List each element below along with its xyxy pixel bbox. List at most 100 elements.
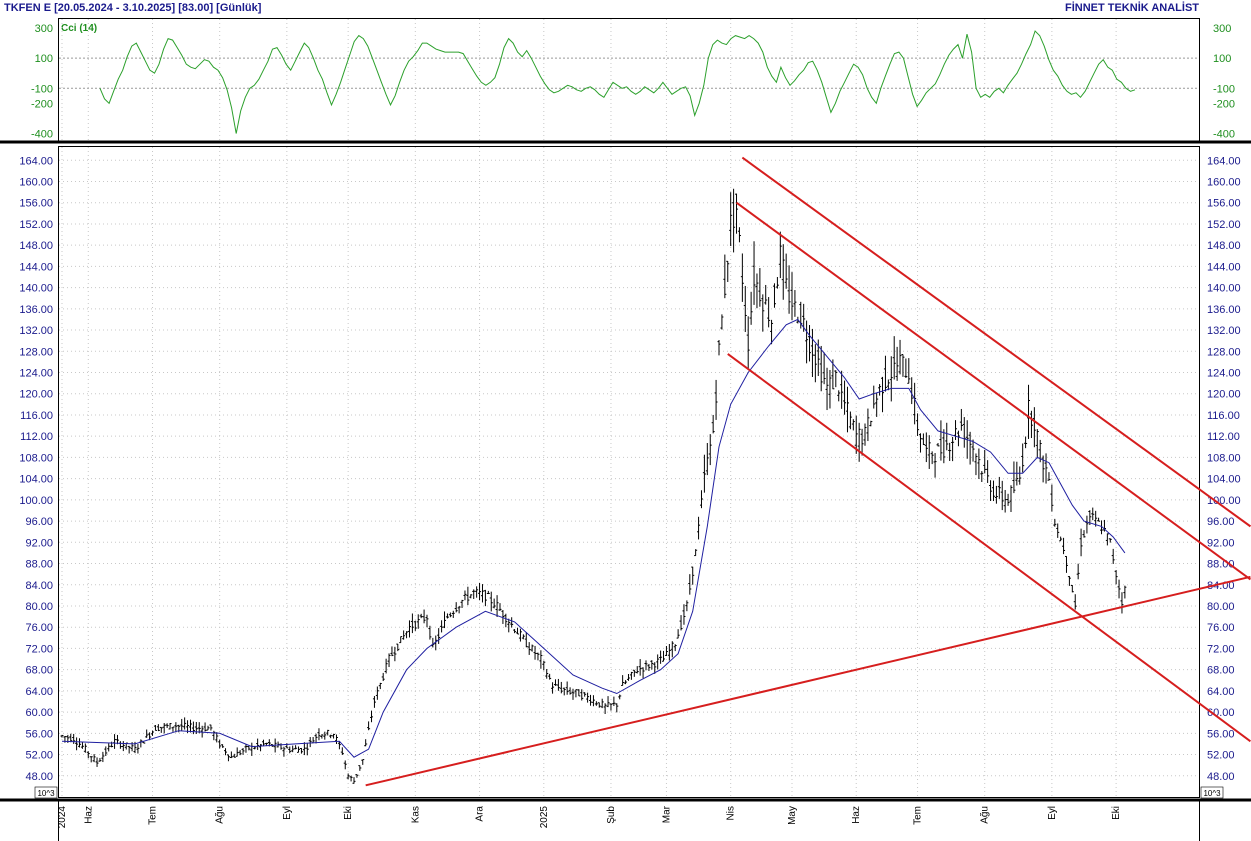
ohlc-bar	[848, 411, 852, 430]
ohlc-bar	[437, 628, 441, 644]
ohlc-bar	[743, 285, 747, 333]
ohlc-bar	[676, 629, 680, 639]
ohlc-bar	[962, 417, 966, 448]
ohlc-bar	[1091, 507, 1095, 521]
ohlc-bar	[1056, 523, 1060, 538]
ohlc-bar	[1114, 570, 1118, 585]
price-tick-left: 88.00	[25, 559, 53, 571]
ohlc-bar	[197, 722, 201, 734]
ohlc-bar	[656, 654, 660, 670]
ohlc-bar	[548, 673, 552, 680]
price-tick-right: 116.00	[1207, 410, 1240, 422]
price-tick-left: 100.00	[19, 495, 53, 507]
ohlc-bar	[834, 370, 838, 388]
ohlc-bar	[151, 730, 155, 736]
indicator-panel-frame	[58, 18, 1200, 142]
ohlc-bar	[393, 646, 397, 662]
ohlc-bar	[118, 741, 122, 749]
price-tick-left: 156.00	[19, 198, 53, 210]
ohlc-bar	[749, 291, 753, 325]
x-tick-label: Haz	[83, 806, 94, 824]
ohlc-bar	[851, 419, 855, 431]
ohlc-bar	[770, 319, 774, 345]
ohlc-bar	[457, 606, 461, 614]
price-panel-frame	[58, 146, 1200, 798]
ohlc-bar	[822, 352, 826, 385]
ohlc-bar	[136, 743, 140, 754]
ohlc-bar	[732, 188, 736, 253]
price-tick-left: 76.00	[25, 622, 53, 634]
ohlc-bar	[308, 737, 312, 748]
ohlc-bar	[916, 413, 920, 436]
price-tick-left: 160.00	[19, 176, 53, 188]
ohlc-bar	[244, 744, 248, 753]
ohlc-bar	[685, 600, 689, 612]
ohlc-bar	[764, 284, 768, 305]
ohlc-bar	[539, 650, 543, 669]
ohlc-bar	[805, 320, 809, 364]
ohlc-bar	[708, 434, 712, 466]
ohlc-bar	[705, 443, 709, 476]
ohlc-bar	[428, 625, 432, 640]
ohlc-bar	[209, 724, 213, 731]
ohlc-bar	[1105, 533, 1109, 546]
trendline	[735, 201, 1251, 581]
ohlc-bar	[463, 590, 467, 601]
ohlc-bar	[939, 420, 943, 461]
ohlc-bar	[1094, 510, 1098, 527]
ohlc-bar	[612, 696, 616, 707]
ohlc-bar	[110, 741, 114, 748]
ohlc-bar	[355, 774, 359, 778]
ohlc-bar	[886, 379, 890, 391]
ohlc-bar	[673, 644, 677, 652]
price-tick-right: 48.00	[1207, 771, 1235, 783]
ohlc-bar	[974, 453, 978, 476]
ohlc-bar	[860, 428, 864, 456]
sma-series	[61, 318, 1126, 758]
ohlc-bar	[711, 414, 715, 434]
price-tick-left: 48.00	[25, 771, 53, 783]
price-tick-left: 124.00	[19, 368, 53, 380]
ohlc-bar	[139, 739, 143, 748]
moving-average-line	[61, 318, 1126, 758]
price-tick-right: 136.00	[1207, 304, 1241, 316]
ohlc-bar	[624, 680, 628, 685]
ohlc-bar	[121, 741, 125, 752]
ohlc-bar	[215, 732, 219, 743]
ohlc-bar	[883, 355, 887, 392]
ohlc-bar	[440, 620, 444, 633]
ohlc-bar	[568, 687, 572, 695]
ohlc-bar	[983, 449, 987, 474]
ohlc-bar	[825, 367, 829, 411]
ohlc-bar	[358, 765, 362, 771]
ohlc-bar	[113, 734, 117, 749]
ohlc-bar	[162, 723, 166, 734]
price-tick-left: 148.00	[19, 240, 53, 252]
ohlc-bar	[945, 422, 949, 451]
ohlc-bar	[498, 603, 502, 611]
price-tick-right: 60.00	[1207, 707, 1235, 719]
x-tick-label: Eyl	[282, 806, 293, 820]
ohlc-bar	[1111, 548, 1115, 564]
ohlc-bar	[1062, 537, 1066, 555]
ohlc-bar	[241, 747, 245, 755]
ohlc-bar	[343, 760, 347, 770]
ohlc-bar	[1123, 585, 1127, 599]
ohlc-bar	[1032, 407, 1036, 448]
ohlc-bar	[224, 748, 228, 756]
ohlc-bar	[828, 369, 832, 409]
ohlc-bar	[221, 744, 225, 748]
ohlc-bar	[1085, 515, 1089, 534]
ohlc-bar	[571, 688, 575, 700]
price-tick-right: 108.00	[1207, 452, 1241, 464]
ohlc-bar	[1021, 443, 1025, 473]
ohlc-bar	[644, 660, 648, 671]
ohlc-bar	[203, 722, 207, 732]
ohlc-bar	[145, 729, 149, 738]
ohlc-bar	[153, 724, 157, 731]
price-tick-left: 152.00	[19, 219, 53, 231]
x-tick-label: Eki	[343, 806, 354, 820]
indicator-tick-labels: 300 300 100 100 -100 -100 -200 -200 -400 -400	[31, 23, 1235, 140]
ohlc-bar	[495, 595, 499, 617]
ohlc-bar	[603, 703, 607, 715]
